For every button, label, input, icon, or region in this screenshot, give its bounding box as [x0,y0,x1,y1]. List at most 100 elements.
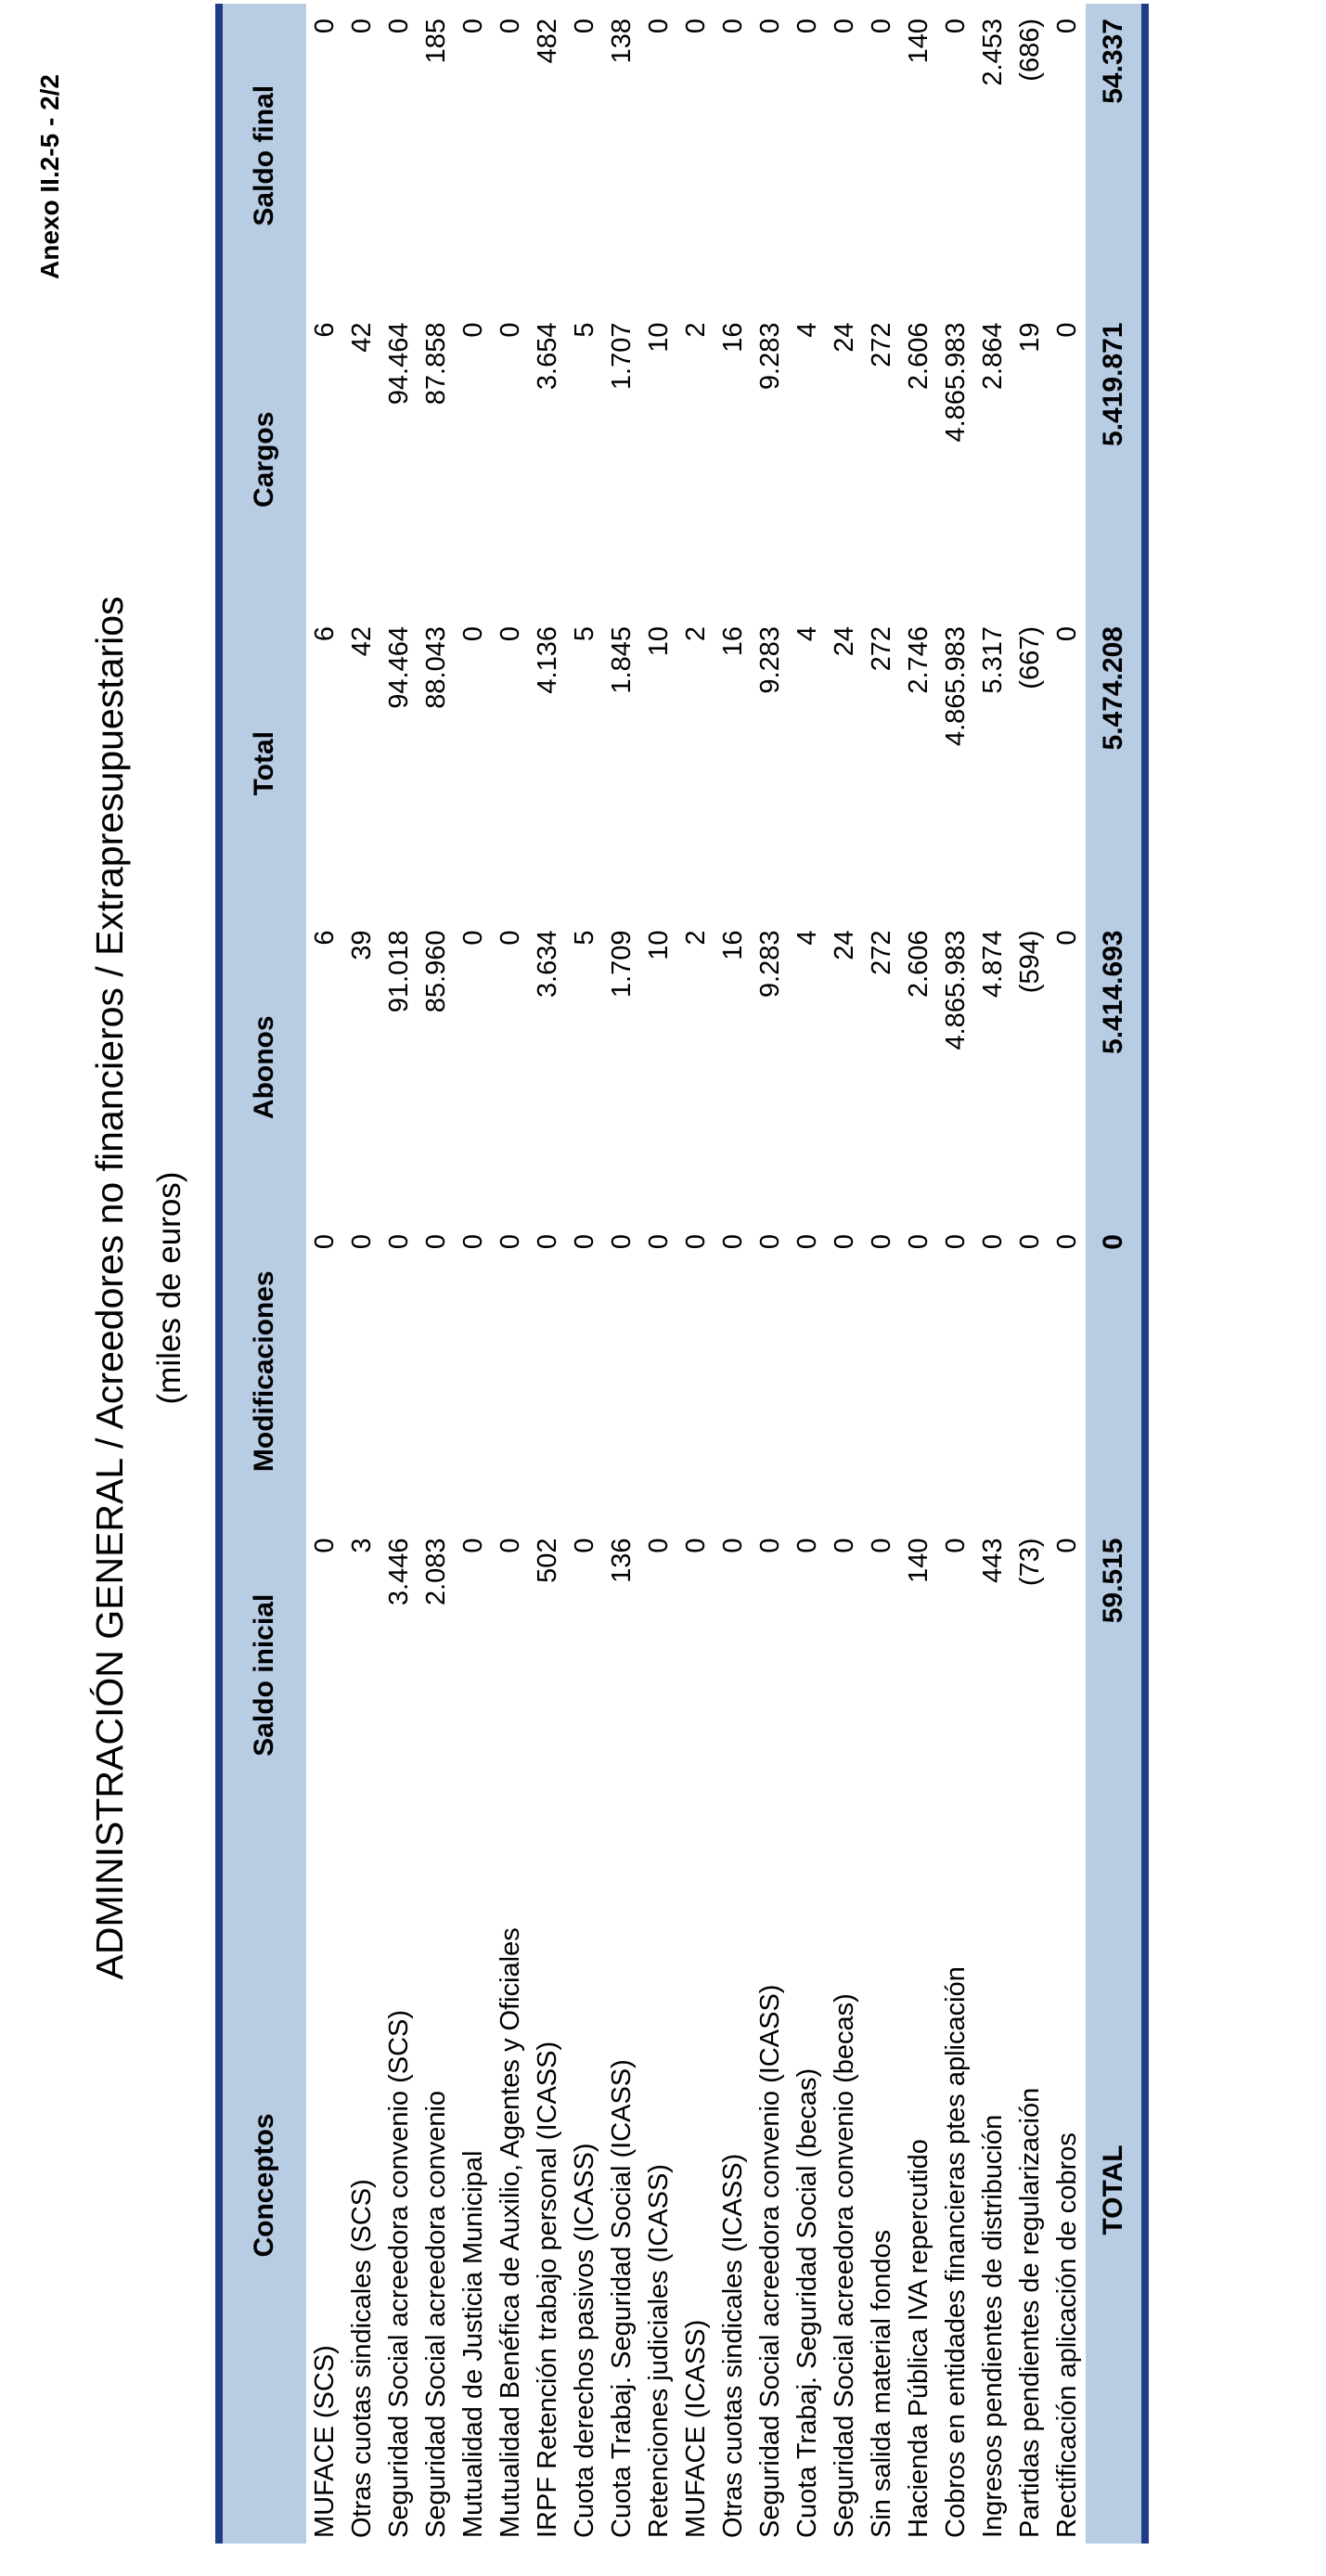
value-cell: 136 [607,1538,637,1583]
value-cell: (667) [1015,626,1045,689]
value-cell: 0 [310,19,340,34]
value-cell: 0 [458,1234,488,1250]
value-cell: 0 [1052,19,1082,34]
value-cell: 0 [496,19,525,34]
concept-cell: Cuota derechos pasivos (ICASS) [570,2143,599,2538]
concept-cell: Sin salida material fondos [867,2229,896,2538]
value-cell: 0 [310,1234,340,1250]
value-cell: 42 [347,322,377,353]
value-cell: 0 [347,1234,377,1250]
value-cell: 6 [310,322,340,338]
concept-cell: Seguridad Social acreedora convenio (SCS… [384,2009,414,2538]
value-cell: 3.654 [533,322,562,391]
value-cell: 0 [1015,1234,1045,1250]
value-cell: 0 [607,1234,637,1250]
page-title: ADMINISTRACIÓN GENERAL / Acreedores no f… [88,596,131,1980]
value-cell: 0 [867,19,896,34]
value-cell: 0 [384,19,414,34]
value-cell: 42 [347,626,377,657]
table-row: MUFACE (SCS) 0 0 6 6 6 0 [306,4,343,2544]
value-cell: 2.083 [421,1538,451,1606]
value-cell: 0 [941,1538,971,1553]
value-cell: 4.865.983 [941,930,971,1050]
table-row: Retenciones judiciales (ICASS) 0 0 10 10 10 0 [640,4,677,2544]
table-row: Sin salida material fondos 0 0 272 272 272 0 [863,4,900,2544]
value-cell: 0 [755,19,785,34]
table-row: Mutualidad Benéfica de Auxilio, Agentes … [492,4,529,2544]
table-row: Seguridad Social acreedora convenio 2.083… [418,4,455,2544]
value-cell: 0 [1052,1234,1082,1250]
table-row: Seguridad Social acreedora convenio (ICA… [752,4,789,2544]
value-cell: 10 [644,322,674,353]
value-cell: 4.865.983 [941,626,971,747]
value-cell: 3.446 [384,1538,414,1606]
value-cell: 0 [718,1234,748,1250]
value-cell: 1.709 [607,930,637,998]
table-row: Otras cuotas sindicales (ICASS) 0 0 16 16 16 0 [714,4,752,2544]
concept-cell: Cuota Trabaj. Seguridad Social (ICASS) [607,2059,637,2538]
value-cell: 0 [533,1234,562,1250]
value-cell: 0 [644,1234,674,1250]
value-cell: 0 [421,1234,451,1250]
total-cell: 5.419.871 [1086,307,1145,612]
value-cell: 138 [607,19,637,64]
value-cell: 0 [792,1538,822,1553]
value-cell: 3 [347,1538,377,1553]
column-header-cargos: Cargos [219,307,306,612]
value-cell: 16 [718,322,748,353]
table-row: Cuota derechos pasivos (ICASS) 0 0 5 5 5 0 [566,4,603,2544]
value-cell: 2.453 [978,19,1008,86]
value-cell: 0 [310,1538,340,1553]
value-cell: 0 [941,1234,971,1250]
value-cell: 0 [830,1538,859,1553]
value-cell: 0 [458,1538,488,1553]
value-cell: 0 [681,1538,711,1553]
value-cell: 16 [718,626,748,657]
value-cell: 0 [978,1234,1008,1250]
table-container: Conceptos Saldo inicial Modificaciones A… [215,4,1145,2544]
concept-cell: Seguridad Social acreedora convenio (bec… [830,1993,859,2538]
value-cell: 0 [792,1234,822,1250]
creditors-table: Conceptos Saldo inicial Modificaciones A… [215,4,1149,2544]
concept-cell: Ingresos pendientes de distribución [978,2114,1008,2538]
value-cell: 482 [533,19,562,64]
value-cell: 0 [347,19,377,34]
concept-cell: Otras cuotas sindicales (ICASS) [718,2153,748,2538]
table-body: MUFACE (SCS) 0 0 6 6 6 0 Otras cuotas sindicale… [306,4,1086,2544]
value-cell: 2 [681,930,711,946]
table-row: Partidas pendientes de regularización (73… [1011,4,1049,2544]
value-cell: 0 [458,930,488,946]
value-cell: 9.283 [755,626,785,694]
value-cell: 94.464 [384,626,414,709]
total-cell: 54.337 [1086,4,1145,308]
value-cell: 0 [458,626,488,642]
value-cell: 0 [458,322,488,338]
value-cell: 0 [570,1234,599,1250]
value-cell: 16 [718,930,748,960]
concept-cell: Cuota Trabaj. Seguridad Social (becas) [792,2067,822,2538]
table-row: Rectificación aplicación de cobros 0 0 0 0 0 0 [1049,4,1086,2544]
value-cell: 94.464 [384,322,414,406]
value-cell: 91.018 [384,930,414,1013]
column-header-modificaciones: Modificaciones [219,1219,306,1524]
value-cell: (73) [1015,1538,1045,1587]
value-cell: 2 [681,322,711,338]
value-cell: (686) [1015,19,1045,82]
value-cell: 0 [755,1234,785,1250]
value-cell: 0 [1052,322,1082,338]
value-cell: 10 [644,930,674,960]
value-cell: 4 [792,930,822,946]
value-cell: 5 [570,626,599,642]
total-cell: 5.474.208 [1086,612,1145,916]
concept-cell: Seguridad Social acreedora convenio (ICA… [755,1984,785,2538]
value-cell: 272 [867,626,896,672]
page-subtitle: (miles de euros) [151,1171,187,1405]
table-row: MUFACE (ICASS) 0 0 2 2 2 0 [677,4,714,2544]
value-cell: 0 [496,322,525,338]
value-cell: 0 [755,1538,785,1553]
table-row: IRPF Retención trabajo personal (ICASS) 5… [529,4,566,2544]
value-cell: 4 [792,626,822,642]
value-cell: 0 [384,1234,414,1250]
value-cell: 24 [830,322,859,353]
value-cell: 0 [718,19,748,34]
